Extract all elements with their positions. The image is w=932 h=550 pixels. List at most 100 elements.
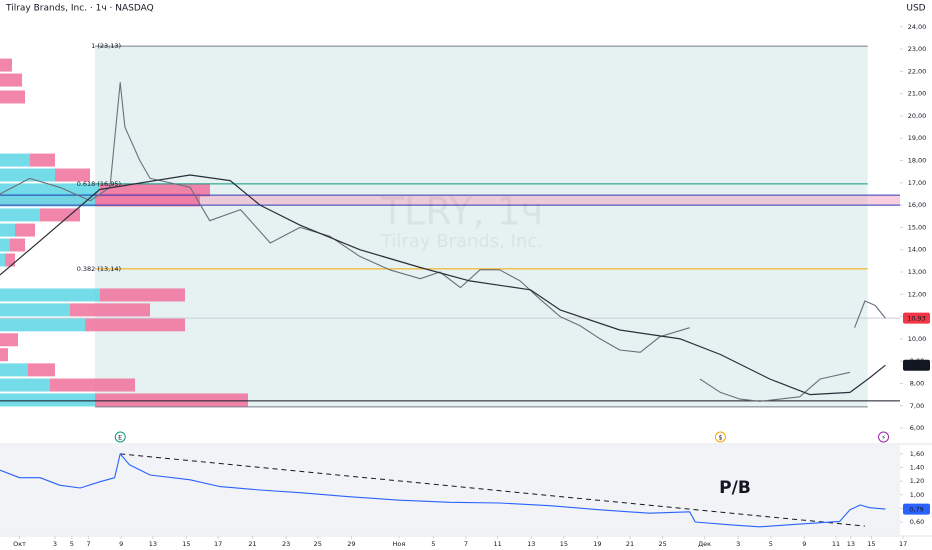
profile-down <box>0 333 18 347</box>
profile-up <box>0 193 95 207</box>
event-label: $ <box>718 434 722 442</box>
price-badge <box>903 503 930 515</box>
profile-up <box>0 288 100 302</box>
x-tick-label: 13 <box>149 540 157 548</box>
y-tick-label: 20,00 <box>908 112 927 120</box>
series-line <box>0 174 886 396</box>
x-tick-label: 9 <box>119 540 123 548</box>
y-tick-label: 6,00 <box>910 424 924 432</box>
x-tick-label: 5 <box>769 540 773 548</box>
x-tick-label: 7 <box>464 540 468 548</box>
x-tick-label: 9 <box>802 540 806 548</box>
x-tick-label: 17 <box>214 540 222 548</box>
profile-down <box>10 238 25 252</box>
fib-area <box>95 46 868 407</box>
x-tick-label: 3 <box>53 540 57 548</box>
profile-up <box>0 238 10 252</box>
event-marker <box>114 431 126 443</box>
x-tick-label: 15 <box>560 540 568 548</box>
series-line <box>0 81 886 402</box>
profile-up <box>0 168 55 182</box>
profile-up <box>0 253 5 267</box>
y-tick-label: 1,60 <box>910 450 924 458</box>
event-marker <box>714 431 726 443</box>
level-label: 0.382 (13,14) <box>77 265 121 273</box>
x-tick-label: 25 <box>659 540 667 548</box>
profile-down <box>85 318 185 332</box>
y-tick-label: 21,00 <box>908 90 927 98</box>
y-tick-label: 17,00 <box>908 179 927 187</box>
x-tick-label: 7 <box>86 540 90 548</box>
level-label: 0.618 (16,95) <box>77 180 121 188</box>
profile-down <box>0 90 25 104</box>
profile-up <box>0 223 15 237</box>
profile-up <box>0 208 40 222</box>
x-tick-label: Ноя <box>393 540 406 548</box>
chart-title: Tilray Brands, Inc. · 1ч · NASDAQ <box>5 4 154 14</box>
profile-down <box>28 363 55 377</box>
y-tick-label: 24,00 <box>908 23 927 31</box>
y-tick-label: 8,00 <box>910 379 924 387</box>
y-tick-label: 16,00 <box>908 201 927 209</box>
x-tick-label: 5 <box>431 540 435 548</box>
event-label: E <box>118 434 122 442</box>
y-tick-label: 1,20 <box>910 477 924 485</box>
profile-down <box>100 288 185 302</box>
profile-down <box>55 168 90 182</box>
y-tick-label: 15,00 <box>908 223 927 231</box>
profile-down <box>40 208 80 222</box>
x-tick-label: 19 <box>593 540 601 548</box>
y-tick-label: 23,00 <box>908 45 927 53</box>
x-tick-label: 29 <box>347 540 355 548</box>
event-marker <box>878 431 890 443</box>
profile-up <box>0 318 85 332</box>
price-badge-label: 0,79 <box>909 506 923 514</box>
profile-down <box>0 348 8 362</box>
x-tick-label: 21 <box>626 540 634 548</box>
x-tick-label: 3 <box>736 540 740 548</box>
series-line <box>0 453 886 528</box>
profile-up <box>0 393 95 407</box>
y-tick-label: 22,00 <box>908 67 927 75</box>
x-tick-label: 15 <box>182 540 190 548</box>
annotation: P/B <box>719 478 751 498</box>
currency: USD <box>906 4 925 14</box>
profile-up <box>0 303 70 317</box>
profile-down <box>0 73 22 87</box>
y-tick-label: 12,00 <box>908 290 927 298</box>
price-badge <box>903 359 930 371</box>
profile-down <box>0 58 12 72</box>
profile-down <box>95 193 200 207</box>
y-tick-label: 0,60 <box>910 518 924 526</box>
x-tick-label: 15 <box>867 540 875 548</box>
y-tick-label: 14,00 <box>908 246 927 254</box>
y-tick-label: 7,00 <box>910 402 924 410</box>
x-tick-label: Окт <box>13 540 26 548</box>
profile-down <box>50 378 135 392</box>
profile-down <box>100 183 210 197</box>
profile-up <box>0 378 50 392</box>
profile-down <box>70 303 150 317</box>
x-tick-label: Дек <box>698 540 711 548</box>
labels: Tilray Brands, Inc. · 1ч · NASDAQ USD TL… <box>5 4 926 253</box>
profile-down <box>30 153 55 167</box>
x-tick-label: 21 <box>248 540 256 548</box>
zone-band <box>0 195 900 206</box>
indicator-panel <box>0 445 900 535</box>
price-badge <box>903 312 930 324</box>
event-label: ⚡ <box>881 434 886 442</box>
x-tick-label: 25 <box>314 540 322 548</box>
x-tick-label: 23 <box>282 540 290 548</box>
y-tick-label: 1,40 <box>910 464 924 472</box>
y-tick-label: 18,00 <box>908 157 927 165</box>
profile-up <box>0 363 28 377</box>
y-tick-label: 10,00 <box>908 335 927 343</box>
price-badge-label: 8,82 <box>909 362 923 370</box>
level-label: 1 (23,13) <box>91 42 121 50</box>
watermark-symbol: TLRY, 1ч <box>380 190 543 234</box>
x-tick-label: 11 <box>832 540 840 548</box>
watermark-name: Tilray Brands, Inc. <box>380 231 543 252</box>
profile-up <box>0 183 100 197</box>
y-tick-label: 1,00 <box>910 491 924 499</box>
